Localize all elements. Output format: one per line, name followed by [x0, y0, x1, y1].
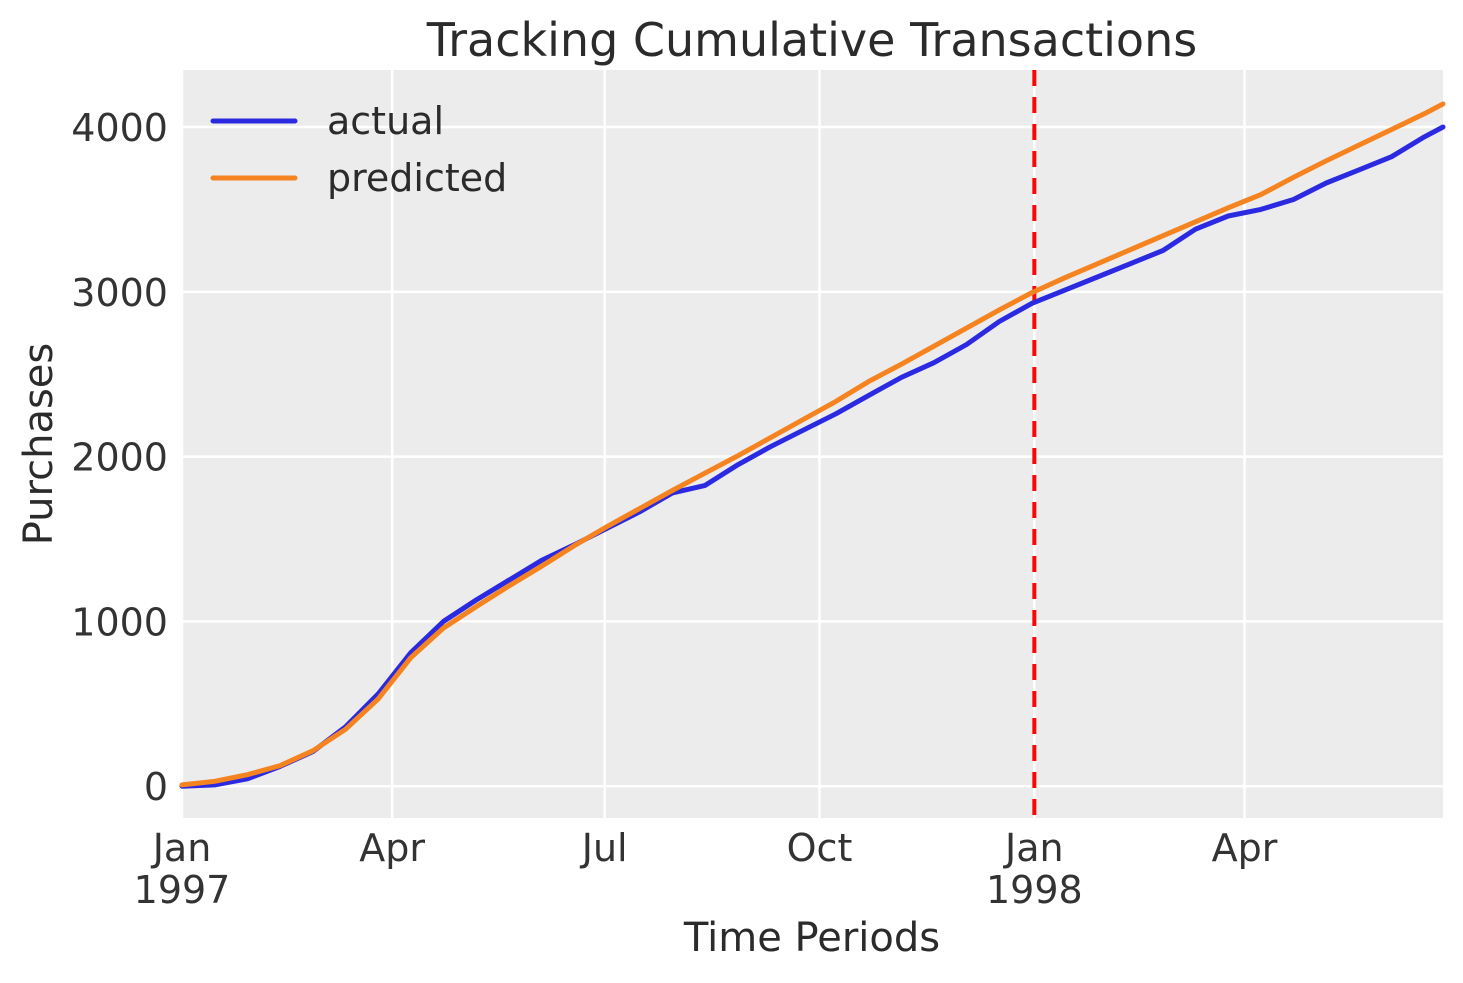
x-tick-year-label: 1998: [986, 868, 1083, 912]
x-tick-year-label: 1997: [134, 868, 231, 912]
y-tick-label: 4000: [71, 106, 168, 150]
x-axis-label: Time Periods: [683, 915, 940, 961]
actual-legend-label: actual: [327, 99, 444, 143]
x-tick-label: Apr: [359, 826, 425, 870]
x-tick-label: Apr: [1212, 826, 1278, 870]
y-tick-label: 1000: [71, 600, 168, 644]
x-tick-label: Jan: [1003, 826, 1064, 870]
x-tick-label: Oct: [787, 826, 853, 870]
x-tick-label: Jan: [151, 826, 212, 870]
y-tick-label: 2000: [71, 436, 168, 480]
y-tick-label: 3000: [71, 271, 168, 315]
x-tick-label: Jul: [580, 826, 628, 870]
chart-title: Tracking Cumulative Transactions: [426, 13, 1197, 67]
actual-line: [179, 124, 1446, 789]
y-tick-label: 0: [144, 765, 168, 809]
legend: actual predicted: [210, 99, 507, 200]
y-axis-label: Purchases: [16, 343, 62, 545]
predicted-line: [179, 101, 1446, 788]
gridlines: [180, 70, 1443, 818]
y-tick-labels: 0 1000 2000 3000 4000: [71, 106, 168, 809]
predicted-legend-label: predicted: [327, 156, 507, 200]
